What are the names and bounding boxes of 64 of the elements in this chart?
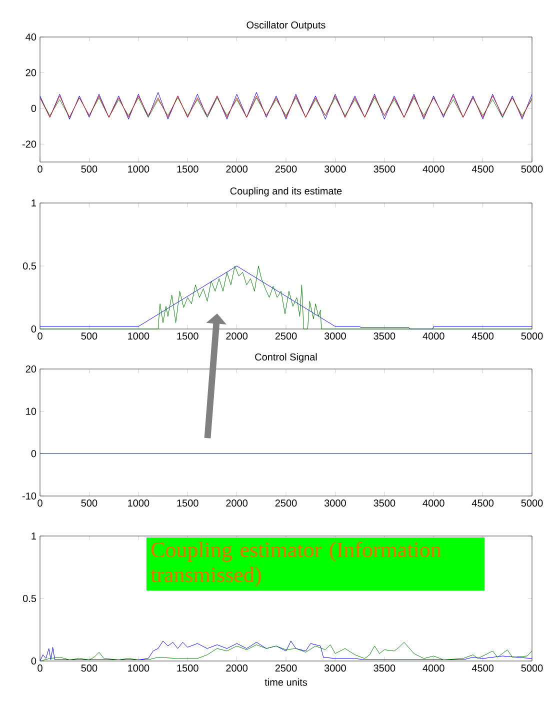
x-tick-label: 4000 [422,664,444,672]
y-tick-label: 40 [26,33,36,41]
x-tick-label: 2500 [275,664,297,672]
x-tick-label: 3000 [324,332,346,340]
x-tick-label: 500 [81,500,98,507]
y-tick-label: -20 [22,140,36,148]
x-tick-label: 4500 [472,664,494,672]
x-tick-label: 1000 [128,166,150,173]
x-tick-label: 2500 [275,500,297,507]
y-tick-label: 20 [26,69,36,76]
line-series [40,266,532,330]
x-tick-label: 1000 [128,332,150,340]
x-tick-label: 4500 [472,166,494,173]
x-tick-label: 1500 [177,166,198,173]
x-tick-label: 4000 [422,500,444,507]
chart-title: Coupling and its estimate [230,187,342,196]
y-tick-label: 0.5 [22,594,36,602]
x-tick-label: 4500 [472,500,494,507]
x-tick-label: 3500 [374,500,396,507]
x-tick-label: 1500 [177,332,198,340]
x-tick-label: 3000 [324,500,346,507]
y-tick-label: 0 [31,657,36,665]
annotation: Coupling estimator (Information transmissed) [150,541,442,587]
x-tick-label: 3000 [324,664,346,672]
x-tick-label: 4000 [422,332,444,340]
x-tick-label: 5000 [521,332,543,340]
y-tick-label: 20 [26,365,36,373]
x-tick-label: 1000 [128,664,150,672]
x-tick-label: 0 [38,500,42,507]
x-tick-label: 4500 [472,332,494,340]
x-tick-label: 3500 [374,664,396,672]
x-tick-label: 500 [81,166,98,173]
x-tick-label: 5000 [521,166,543,173]
y-tick-label: -10 [22,492,36,500]
x-tick-label: 2000 [226,332,248,340]
x-tick-label: 2000 [226,664,248,672]
y-tick-label: 0 [31,104,36,112]
x-tick-label: 500 [81,332,98,340]
chart-title: Oscillator Outputs [246,21,326,31]
x-tick-label: 2000 [226,500,248,507]
y-tick-label: 1 [32,200,36,206]
y-tick-label: 0.5 [22,262,36,270]
y-tick-label: 0 [31,450,36,458]
x-tick-label: 0 [38,166,42,173]
x-tick-label: 500 [81,664,98,672]
x-tick-label: 5000 [521,500,543,507]
x-tick-label: 1500 [177,664,198,672]
x-tick-label: 5000 [521,664,543,672]
x-tick-label: 0 [38,664,42,672]
chart-title: Control Signal [255,353,317,363]
x-tick-label: 3500 [374,166,396,173]
x-tick-label: 2500 [275,332,297,340]
x-tick-label: 3500 [374,332,396,340]
x-tick-label: 1500 [177,500,198,507]
y-tick-label: 10 [26,408,36,415]
x-tick-label: 0 [38,332,42,340]
x-tick-label: 2500 [275,166,297,173]
x-tick-label: 1000 [128,500,150,507]
x-tick-label: 4000 [422,166,444,173]
x-tick-label: 2000 [226,166,248,173]
x-axis-title: time units [264,678,308,686]
x-tick-label: 3000 [324,166,346,173]
y-tick-label: 1 [32,532,36,540]
y-tick-label: 0 [31,325,36,333]
